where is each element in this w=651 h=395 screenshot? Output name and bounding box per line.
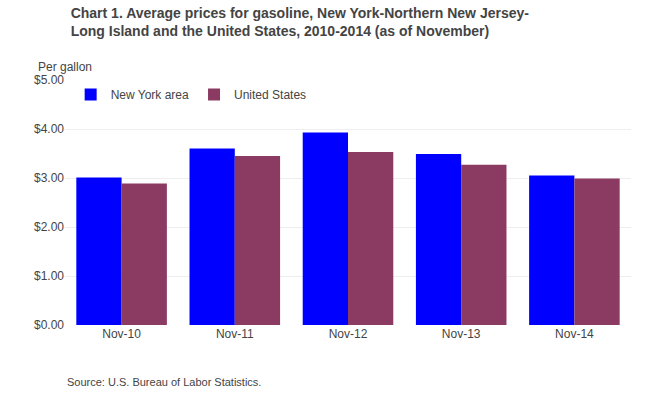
svg-text:$0.00: $0.00 (34, 318, 64, 332)
svg-text:Nov-12: Nov-12 (329, 327, 368, 341)
svg-text:Source: U.S. Bureau of Labor S: Source: U.S. Bureau of Labor Statistics. (67, 376, 261, 388)
svg-text:$1.00: $1.00 (34, 269, 64, 283)
svg-text:United States: United States (234, 88, 306, 102)
svg-text:Nov-10: Nov-10 (102, 327, 141, 341)
svg-text:Nov-14: Nov-14 (555, 327, 594, 341)
svg-text:Nov-13: Nov-13 (442, 327, 481, 341)
svg-text:Nov-11: Nov-11 (216, 327, 254, 341)
svg-text:$4.00: $4.00 (34, 122, 64, 136)
svg-text:$5.00: $5.00 (34, 73, 64, 87)
svg-text:Chart 1. Average prices for ga: Chart 1. Average prices for gasoline, Ne… (71, 5, 530, 39)
svg-text:Per gallon: Per gallon (38, 60, 92, 74)
svg-text:New York area: New York area (111, 88, 189, 102)
svg-text:$3.00: $3.00 (34, 171, 64, 185)
svg-text:$2.00: $2.00 (34, 220, 64, 234)
